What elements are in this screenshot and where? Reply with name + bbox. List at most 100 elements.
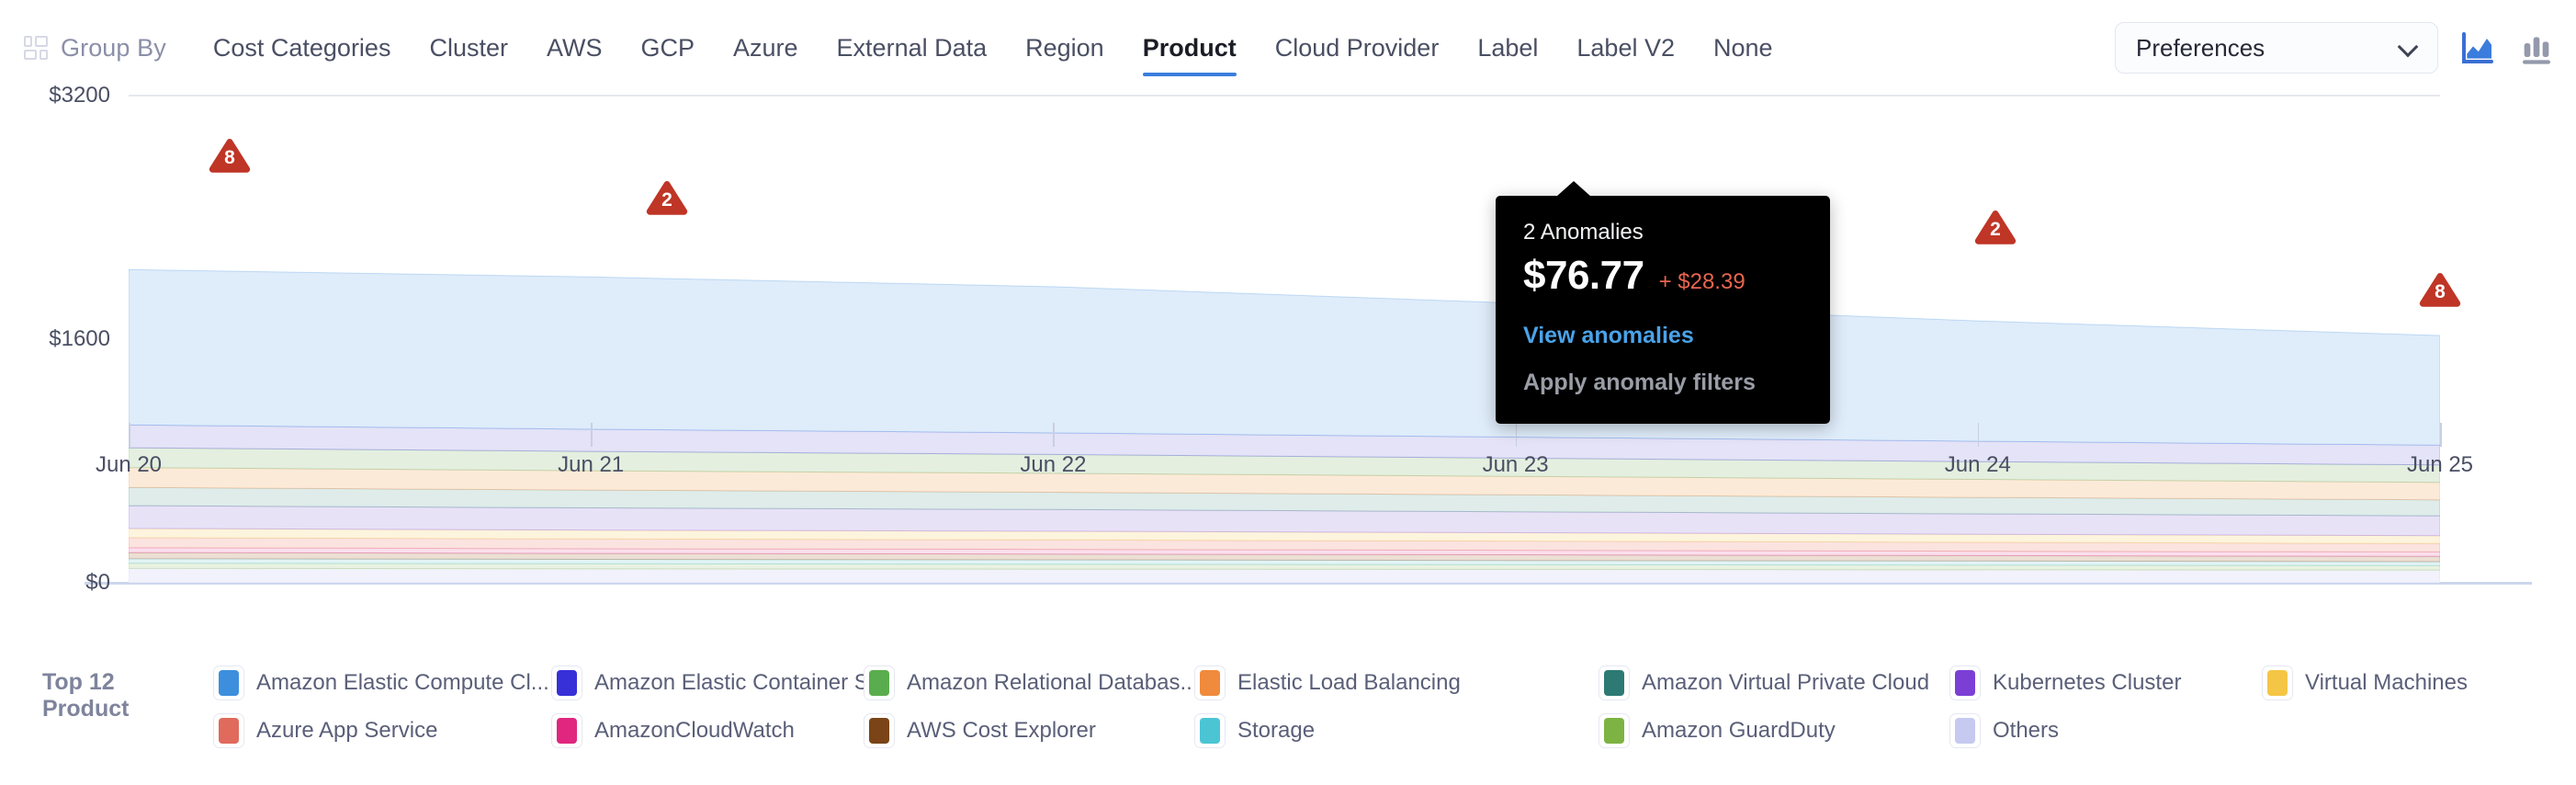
apply-anomaly-filters-link[interactable]: Apply anomaly filters xyxy=(1523,370,1756,395)
legend-swatch-box xyxy=(1599,666,1630,700)
legend-label: Azure App Service xyxy=(256,718,438,743)
stacked-area-plot xyxy=(129,268,2440,583)
legend-color-swatch xyxy=(869,718,889,744)
tab-cloud-provider[interactable]: Cloud Provider xyxy=(1256,29,1459,66)
tab-label: Label V2 xyxy=(1576,34,1675,62)
anomaly-marker[interactable]: 2 xyxy=(1973,208,2017,246)
legend-color-swatch xyxy=(219,718,239,744)
tab-label: Label xyxy=(1477,34,1539,62)
x-axis-tick-label: Jun 21 xyxy=(558,452,625,477)
tab-label[interactable]: Label xyxy=(1458,29,1557,66)
group-by-header: Group By Cost Categories Cluster AWS GCP Azu… xyxy=(0,0,2576,96)
anomaly-count: 8 xyxy=(224,147,235,168)
legend-swatch-box xyxy=(1949,713,1981,748)
tab-label: External Data xyxy=(836,34,988,62)
legend-swatch-box xyxy=(864,713,895,748)
legend-item[interactable]: Amazon Elastic Compute Cl... xyxy=(213,666,549,700)
legend-color-swatch xyxy=(1955,718,1975,744)
anomaly-marker[interactable]: 8 xyxy=(208,136,252,175)
view-anomalies-link[interactable]: View anomalies xyxy=(1523,323,1694,348)
legend-item[interactable]: Amazon Elastic Container S... xyxy=(551,666,887,700)
legend-label: Amazon GuardDuty xyxy=(1642,718,1836,743)
tab-external-data[interactable]: External Data xyxy=(818,29,1007,66)
group-by-label: Group By xyxy=(61,33,166,62)
anomaly-marker[interactable]: 8 xyxy=(2418,270,2462,309)
anomaly-count: 2 xyxy=(1990,219,2001,240)
tab-label: AWS xyxy=(546,34,603,62)
legend-swatch-box xyxy=(551,713,582,748)
legend-color-swatch xyxy=(557,718,577,744)
legend-item[interactable]: Amazon Relational Databas... xyxy=(864,666,1199,700)
header-actions: Preferences xyxy=(2115,0,2556,96)
legend-swatch-box xyxy=(551,666,582,700)
legend-color-swatch xyxy=(1200,670,1220,696)
legend-color-swatch xyxy=(1955,670,1975,696)
legend-title-line1: Top 12 xyxy=(42,669,115,695)
legend-label: AWS Cost Explorer xyxy=(907,718,1096,743)
tooltip-amount: $76.77 xyxy=(1523,253,1644,298)
legend-item[interactable]: Storage xyxy=(1194,713,1315,748)
tab-none[interactable]: None xyxy=(1694,29,1792,66)
active-tab-underline xyxy=(1142,73,1237,76)
legend-item[interactable]: AWS Cost Explorer xyxy=(864,713,1096,748)
x-axis-tick-label: Jun 20 xyxy=(95,452,163,477)
legend-item[interactable]: Amazon Virtual Private Cloud xyxy=(1599,666,1929,700)
legend-color-swatch xyxy=(1200,718,1220,744)
legend-item[interactable]: AmazonCloudWatch xyxy=(551,713,795,748)
y-axis-tick-label: $3200 xyxy=(49,83,110,108)
tab-product[interactable]: Product xyxy=(1124,29,1256,76)
legend-item[interactable]: Azure App Service xyxy=(213,713,437,748)
anomaly-marker[interactable]: 2 xyxy=(645,178,689,217)
bar-chart-icon[interactable] xyxy=(2517,29,2556,66)
tab-label: None xyxy=(1712,34,1773,62)
tab-aws[interactable]: AWS xyxy=(527,29,622,66)
legend-swatch-box xyxy=(213,666,244,700)
legend-swatch-box xyxy=(1194,666,1226,700)
x-axis-tick xyxy=(1053,423,1055,447)
x-axis-line xyxy=(85,582,2532,585)
grid-icon xyxy=(24,36,48,60)
tab-label: Region xyxy=(1025,34,1104,62)
tab-cluster[interactable]: Cluster xyxy=(410,29,527,66)
legend-title: Top 12 Product xyxy=(42,669,208,722)
x-axis-tick xyxy=(129,423,130,447)
group-by-block: Group By xyxy=(24,34,166,63)
legend-item[interactable]: Elastic Load Balancing xyxy=(1194,666,1461,700)
legend-label: Elastic Load Balancing xyxy=(1237,670,1461,695)
area-chart-icon[interactable] xyxy=(2458,29,2497,66)
tooltip-arrow xyxy=(1556,181,1591,197)
tooltip-amount-row: $76.77 + $28.39 xyxy=(1523,253,1802,299)
legend-label: Amazon Virtual Private Cloud xyxy=(1642,670,1930,695)
x-axis-tick xyxy=(2440,423,2442,447)
legend-item[interactable]: Kubernetes Cluster xyxy=(1949,666,2181,700)
x-axis-tick-label: Jun 23 xyxy=(1482,452,1549,477)
cost-chart: $0 $1600 $3200 Jun 20 Jun 21 Jun 22 Jun 23 Jun… xyxy=(0,83,2576,656)
preferences-dropdown[interactable]: Preferences xyxy=(2115,22,2438,74)
legend-label: Storage xyxy=(1237,718,1316,743)
tab-label-v2[interactable]: Label V2 xyxy=(1557,29,1694,66)
legend-swatch-box xyxy=(864,666,895,700)
tooltip-delta: + $28.39 xyxy=(1658,269,1746,294)
tab-cost-categories[interactable]: Cost Categories xyxy=(194,29,411,66)
tab-azure[interactable]: Azure xyxy=(714,29,818,66)
x-axis-tick xyxy=(1977,423,1980,447)
x-axis-tick xyxy=(591,423,593,447)
y-axis-tick-label: $0 xyxy=(85,570,110,595)
warning-triangle-icon xyxy=(209,139,251,173)
warning-triangle-icon xyxy=(646,181,688,215)
legend-item[interactable]: Others xyxy=(1949,713,2059,748)
anomaly-count: 2 xyxy=(661,189,672,210)
tab-region[interactable]: Region xyxy=(1006,29,1124,66)
tab-label: Cloud Provider xyxy=(1274,34,1440,62)
legend-swatch-box xyxy=(1599,713,1630,748)
legend-swatch-box xyxy=(1949,666,1981,700)
legend-item[interactable]: Amazon GuardDuty xyxy=(1599,713,1836,748)
warning-triangle-icon xyxy=(1974,210,2017,245)
legend-label: AmazonCloudWatch xyxy=(594,718,795,743)
area-band xyxy=(129,268,2440,446)
legend-title-line2: Product xyxy=(42,695,130,722)
x-axis-tick-label: Jun 25 xyxy=(2406,452,2474,477)
gridline xyxy=(129,95,2440,97)
tab-gcp[interactable]: GCP xyxy=(621,29,714,66)
legend-item[interactable]: Virtual Machines xyxy=(2262,666,2468,700)
